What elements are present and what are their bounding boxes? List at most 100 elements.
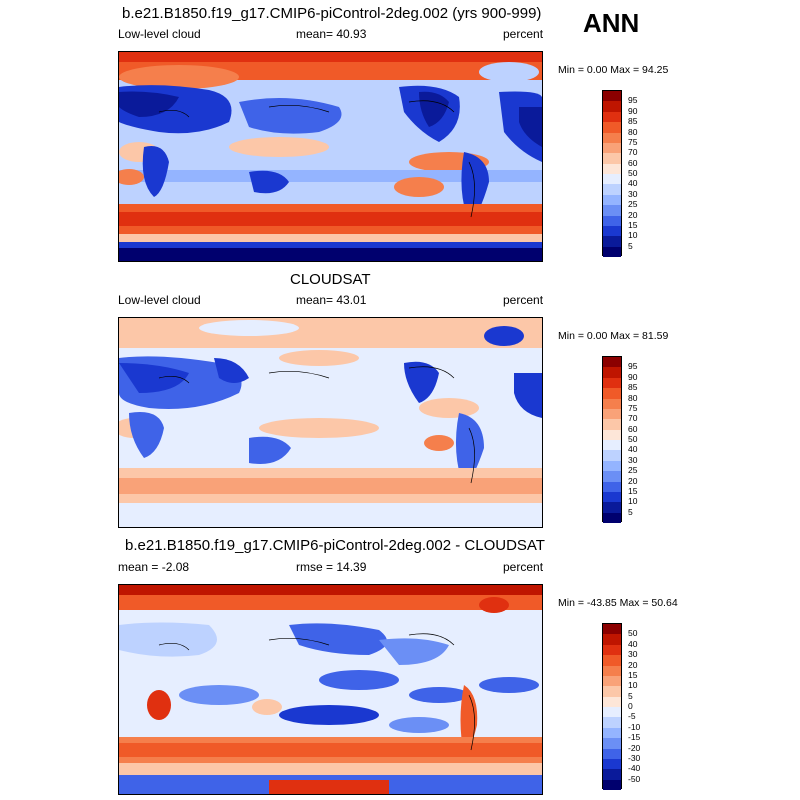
- colorbar-swatch: [603, 357, 621, 368]
- colorbar-swatch: [603, 512, 621, 523]
- colorbar-swatch: [603, 91, 621, 102]
- colorbar-swatch: [603, 686, 621, 697]
- panel1-mean-label: mean= 40.93: [296, 27, 367, 41]
- colorbar-tick-label: 70: [628, 147, 638, 158]
- colorbar-swatch: [603, 758, 621, 770]
- colorbar-swatch: [603, 707, 621, 718]
- colorbar-swatch: [603, 142, 621, 154]
- colorbar-swatch: [603, 624, 621, 635]
- panel2-units-label: percent: [503, 293, 544, 307]
- colorbar-swatch: [603, 236, 621, 247]
- colorbar-swatch: [603, 388, 621, 399]
- season-label: ANN: [583, 8, 640, 38]
- panel3-center-label: rmse = 14.39: [296, 560, 367, 574]
- colorbar-swatch: [603, 194, 621, 206]
- colorbar-swatch: [603, 215, 621, 226]
- panel1-left-label: Low-level cloud: [118, 27, 201, 41]
- colorbar-tick-label: 50: [628, 168, 638, 178]
- colorbar-tick-label: 30: [628, 188, 638, 199]
- colorbar-tick-label: 10: [628, 230, 638, 241]
- colorbar-swatch: [603, 696, 621, 707]
- panel3-left-label: mean = -2.08: [118, 560, 190, 574]
- colorbar-tick-label: 95: [628, 361, 638, 372]
- colorbar-tick-label: 30: [628, 649, 638, 660]
- colorbar-swatch: [603, 665, 621, 676]
- colorbar-tick-label: 40: [628, 444, 638, 455]
- colorbar-swatch: [603, 153, 621, 164]
- colorbar-swatch: [603, 367, 621, 378]
- colorbar-swatch: [603, 655, 621, 666]
- colorbar-tick-label: -10: [628, 721, 641, 732]
- colorbar-swatch: [603, 717, 621, 728]
- colorbar-swatch: [603, 429, 621, 440]
- colorbar-tick-label: 20: [628, 659, 638, 670]
- colorbar-swatch: [603, 246, 621, 257]
- colorbar-swatch: [603, 440, 621, 451]
- panel1-colorbar: [602, 90, 622, 257]
- colorbar-tick-label: 60: [628, 423, 638, 434]
- colorbar-tick-label: 5: [628, 240, 633, 251]
- colorbar-swatch: [603, 205, 621, 216]
- colorbar-tick-label: 90: [628, 105, 638, 116]
- colorbar-swatch: [603, 634, 621, 645]
- colorbar-swatch: [603, 225, 621, 237]
- colorbar-swatch: [603, 101, 621, 112]
- colorbar-tick-label: 50: [628, 628, 638, 639]
- colorbar-swatch: [603, 675, 621, 687]
- panel3-minmax: Min = -43.85 Max = 50.64: [558, 597, 678, 609]
- colorbar-tick-label: 30: [628, 454, 638, 465]
- colorbar-swatch: [603, 460, 621, 472]
- colorbar-tick-label: 90: [628, 371, 638, 382]
- colorbar-tick-label: 20: [628, 475, 638, 486]
- colorbar-tick-label: 10: [628, 680, 638, 691]
- colorbar-tick-label: 5: [628, 690, 633, 701]
- colorbar-tick-label: 50: [628, 434, 638, 444]
- colorbar-swatch: [603, 738, 621, 749]
- colorbar-tick-label: 75: [628, 136, 638, 147]
- colorbar-tick-label: 85: [628, 382, 638, 393]
- colorbar-tick-label: 40: [628, 178, 638, 189]
- colorbar-tick-label: 75: [628, 402, 638, 413]
- colorbar-tick-label: -20: [628, 742, 641, 753]
- colorbar-swatch: [603, 163, 621, 174]
- colorbar-tick-label: 10: [628, 496, 638, 507]
- panel2-left-label: Low-level cloud: [118, 293, 201, 307]
- colorbar-tick-label: 20: [628, 209, 638, 220]
- colorbar-tick-label: 70: [628, 413, 638, 424]
- colorbar-tick-label: 95: [628, 95, 638, 106]
- colorbar-tick-label: 25: [628, 199, 638, 210]
- colorbar-swatch: [603, 491, 621, 503]
- colorbar-tick-label: -40: [628, 763, 641, 774]
- colorbar-tick-label: -5: [628, 711, 636, 722]
- colorbar-swatch: [603, 502, 621, 513]
- panel3-map: [118, 584, 543, 795]
- colorbar-tick-label: 5: [628, 506, 633, 517]
- colorbar-swatch: [603, 132, 621, 143]
- panel3-units-label: percent: [503, 560, 544, 574]
- colorbar-swatch: [603, 111, 621, 123]
- colorbar-swatch: [603, 748, 621, 759]
- colorbar-swatch: [603, 450, 621, 461]
- colorbar-tick-label: 60: [628, 157, 638, 168]
- panel2-map: [118, 317, 543, 528]
- colorbar-tick-label: -15: [628, 732, 641, 743]
- colorbar-swatch: [603, 398, 621, 409]
- colorbar-tick-label: 40: [628, 638, 638, 649]
- colorbar-swatch: [603, 481, 621, 492]
- colorbar-tick-label: -50: [628, 773, 641, 784]
- colorbar-tick-label: 80: [628, 392, 638, 403]
- colorbar-swatch: [603, 727, 621, 739]
- panel3-colorbar: [602, 623, 622, 790]
- colorbar-tick-label: 15: [628, 219, 638, 230]
- colorbar-tick-label: 15: [628, 485, 638, 496]
- colorbar-tick-label: 25: [628, 465, 638, 476]
- panel2-mean-label: mean= 43.01: [296, 293, 367, 307]
- panel1-title: b.e21.B1850.f19_g17.CMIP6-piControl-2deg…: [122, 5, 542, 22]
- colorbar-swatch: [603, 174, 621, 185]
- colorbar-tick-label: 15: [628, 669, 638, 680]
- panel2-colorbar: [602, 356, 622, 523]
- panel3-title: b.e21.B1850.f19_g17.CMIP6-piControl-2deg…: [125, 537, 545, 554]
- colorbar-swatch: [603, 471, 621, 482]
- panel2-title: CLOUDSAT: [290, 271, 371, 288]
